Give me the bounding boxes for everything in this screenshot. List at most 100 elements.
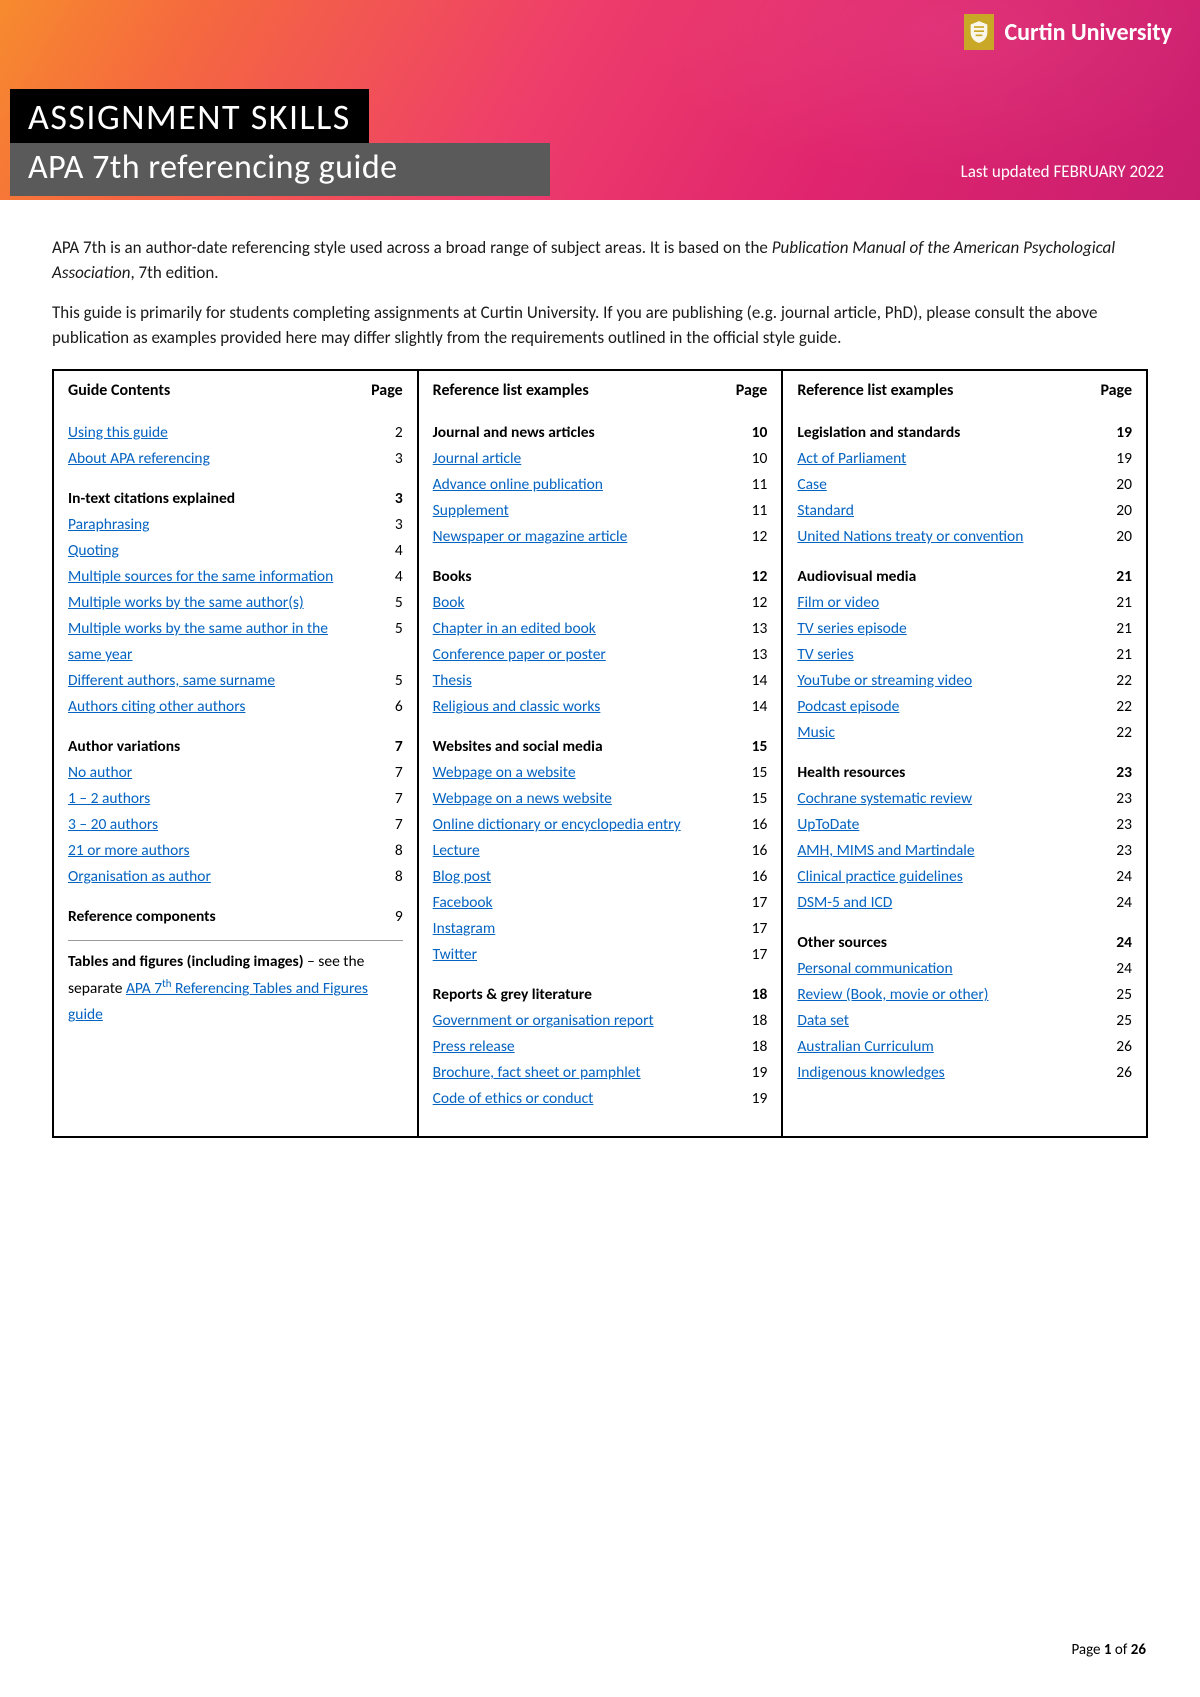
toc-link[interactable]: Advance online publication bbox=[433, 472, 742, 498]
toc-link[interactable]: YouTube or streaming video bbox=[797, 668, 1106, 694]
toc-link[interactable]: Webpage on a website bbox=[433, 760, 742, 786]
toc-page-number: 20 bbox=[1106, 472, 1132, 498]
toc-link[interactable]: Music bbox=[797, 720, 1106, 746]
toc-row: YouTube or streaming video22 bbox=[797, 668, 1132, 694]
toc-link[interactable]: Lecture bbox=[433, 838, 742, 864]
toc-link[interactable]: Multiple sources for the same informatio… bbox=[68, 564, 377, 590]
toc-link[interactable]: Data set bbox=[797, 1008, 1106, 1034]
toc-column-2: Reference list examples Page Journal and… bbox=[419, 371, 784, 1137]
toc-heading: Legislation and standards bbox=[797, 420, 1106, 446]
toc-row: Code of ethics or conduct19 bbox=[433, 1086, 768, 1112]
toc-heading: Websites and social media bbox=[433, 734, 742, 760]
toc-link[interactable]: UpToDate bbox=[797, 812, 1106, 838]
toc-link[interactable]: Review (Book, movie or other) bbox=[797, 982, 1106, 1008]
toc-row: Standard20 bbox=[797, 498, 1132, 524]
toc-page-number: 21 bbox=[1106, 616, 1132, 642]
toc-link[interactable]: Film or video bbox=[797, 590, 1106, 616]
toc-row: Newspaper or magazine article12 bbox=[433, 524, 768, 550]
toc-heading: Health resources bbox=[797, 760, 1106, 786]
toc-row: Author variations7 bbox=[68, 734, 403, 760]
toc-page-number: 11 bbox=[741, 498, 767, 524]
toc-link[interactable]: Paraphrasing bbox=[68, 512, 377, 538]
toc-page-number: 16 bbox=[741, 838, 767, 864]
toc-row: Personal communication24 bbox=[797, 956, 1132, 982]
toc-link[interactable]: Newspaper or magazine article bbox=[433, 524, 742, 550]
toc-link[interactable]: Multiple works by the same author in the… bbox=[68, 616, 377, 668]
toc-link[interactable]: 21 or more authors bbox=[68, 838, 377, 864]
toc-link[interactable]: Supplement bbox=[433, 498, 742, 524]
toc-link[interactable]: Webpage on a news website bbox=[433, 786, 742, 812]
toc-link[interactable]: Indigenous knowledges bbox=[797, 1060, 1106, 1086]
toc-link[interactable]: Podcast episode bbox=[797, 694, 1106, 720]
toc-link[interactable]: Authors citing other authors bbox=[68, 694, 377, 720]
toc-link[interactable]: Multiple works by the same author(s) bbox=[68, 590, 377, 616]
toc-link[interactable]: 3 – 20 authors bbox=[68, 812, 377, 838]
toc-link[interactable]: TV series bbox=[797, 642, 1106, 668]
separator bbox=[68, 940, 403, 941]
toc-link[interactable]: Instagram bbox=[433, 916, 742, 942]
toc-link[interactable]: AMH, MIMS and Martindale bbox=[797, 838, 1106, 864]
toc-link[interactable]: Thesis bbox=[433, 668, 742, 694]
toc-link[interactable]: Case bbox=[797, 472, 1106, 498]
toc-row: Multiple works by the same author(s)5 bbox=[68, 590, 403, 616]
toc-link[interactable]: About APA referencing bbox=[68, 446, 377, 472]
toc-row: AMH, MIMS and Martindale23 bbox=[797, 838, 1132, 864]
toc-row: Cochrane systematic review23 bbox=[797, 786, 1132, 812]
toc-link[interactable]: Twitter bbox=[433, 942, 742, 968]
toc-link[interactable]: Using this guide bbox=[68, 420, 377, 446]
toc-page-number: 17 bbox=[741, 916, 767, 942]
toc-heading: Audiovisual media bbox=[797, 564, 1106, 590]
toc-row: Religious and classic works14 bbox=[433, 694, 768, 720]
toc-link[interactable]: Different authors, same surname bbox=[68, 668, 377, 694]
toc-page-number: 18 bbox=[741, 1034, 767, 1060]
toc-page-number: 12 bbox=[741, 564, 767, 590]
toc-heading: Reports & grey literature bbox=[433, 982, 742, 1008]
toc-page-number: 5 bbox=[377, 590, 403, 616]
toc-link[interactable]: Blog post bbox=[433, 864, 742, 890]
toc-page-number: 10 bbox=[741, 446, 767, 472]
toc-spacer bbox=[433, 550, 768, 564]
toc-page-number: 7 bbox=[377, 760, 403, 786]
toc-link[interactable]: Clinical practice guidelines bbox=[797, 864, 1106, 890]
toc-link[interactable]: Press release bbox=[433, 1034, 742, 1060]
toc-page-number: 23 bbox=[1106, 838, 1132, 864]
toc-link[interactable]: DSM-5 and ICD bbox=[797, 890, 1106, 916]
toc-row: Blog post16 bbox=[433, 864, 768, 890]
content-area: APA 7th is an author-date referencing st… bbox=[0, 200, 1200, 1158]
toc-row: Brochure, fact sheet or pamphlet19 bbox=[433, 1060, 768, 1086]
toc-row: Film or video21 bbox=[797, 590, 1132, 616]
toc-link[interactable]: Cochrane systematic review bbox=[797, 786, 1106, 812]
toc-link[interactable]: No author bbox=[68, 760, 377, 786]
toc-link[interactable]: Religious and classic works bbox=[433, 694, 742, 720]
toc-link[interactable]: Conference paper or poster bbox=[433, 642, 742, 668]
toc-link[interactable]: Organisation as author bbox=[68, 864, 377, 890]
toc-link[interactable]: Journal article bbox=[433, 446, 742, 472]
toc-link[interactable]: United Nations treaty or convention bbox=[797, 524, 1106, 550]
toc-link[interactable]: Code of ethics or conduct bbox=[433, 1086, 742, 1112]
toc-link[interactable]: Online dictionary or encyclopedia entry bbox=[433, 812, 742, 838]
toc-row: Lecture16 bbox=[433, 838, 768, 864]
toc-link[interactable]: TV series episode bbox=[797, 616, 1106, 642]
toc-link[interactable]: Quoting bbox=[68, 538, 377, 564]
toc-heading: Author variations bbox=[68, 734, 377, 760]
title-sub: APA 7th referencing guide bbox=[10, 143, 550, 196]
toc-row: Health resources23 bbox=[797, 760, 1132, 786]
toc-row: TV series episode21 bbox=[797, 616, 1132, 642]
toc-link[interactable]: Facebook bbox=[433, 890, 742, 916]
toc-link[interactable]: Government or organisation report bbox=[433, 1008, 742, 1034]
toc-link[interactable]: Australian Curriculum bbox=[797, 1034, 1106, 1060]
toc-link[interactable]: Book bbox=[433, 590, 742, 616]
toc-link[interactable]: Personal communication bbox=[797, 956, 1106, 982]
toc-link[interactable]: Chapter in an edited book bbox=[433, 616, 742, 642]
toc-link[interactable]: Act of Parliament bbox=[797, 446, 1106, 472]
toc-link[interactable]: 1 – 2 authors bbox=[68, 786, 377, 812]
toc-link[interactable]: Standard bbox=[797, 498, 1106, 524]
toc-row: Chapter in an edited book13 bbox=[433, 616, 768, 642]
toc-row: Quoting4 bbox=[68, 538, 403, 564]
toc-link[interactable]: Brochure, fact sheet or pamphlet bbox=[433, 1060, 742, 1086]
last-updated: Last updated FEBRUARY 2022 bbox=[961, 161, 1164, 182]
tables-figures-note: Tables and figures (including images) – … bbox=[68, 949, 403, 1028]
toc-page-number: 16 bbox=[741, 812, 767, 838]
toc-row: Organisation as author8 bbox=[68, 864, 403, 890]
toc-row: Supplement11 bbox=[433, 498, 768, 524]
